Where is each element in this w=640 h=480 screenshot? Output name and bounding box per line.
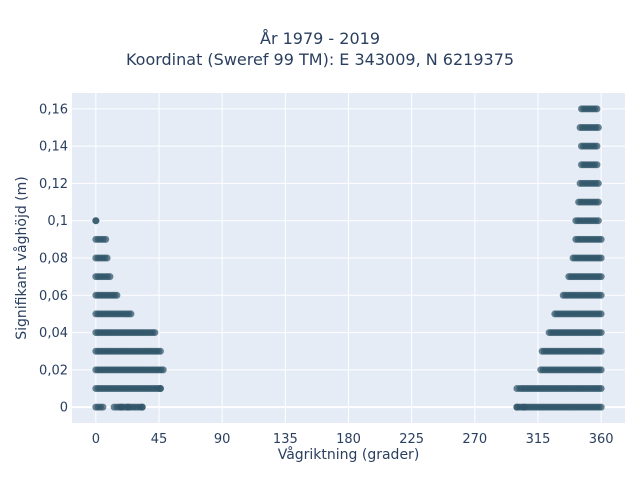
chart-title-line-2: Koordinat (Sweref 99 TM): E 343009, N 62… [125, 50, 515, 69]
y-tick-label: 0,16 [39, 102, 68, 117]
data-point [597, 329, 605, 337]
data-point [156, 347, 164, 355]
data-point [156, 385, 164, 393]
y-tick-label: 0,1 [47, 214, 68, 229]
data-point [597, 347, 605, 355]
x-tick-label: 45 [151, 432, 168, 447]
x-tick-label: 135 [273, 432, 298, 447]
data-point [597, 291, 605, 299]
data-point [597, 273, 605, 281]
data-point [597, 385, 605, 393]
x-tick-label: 315 [526, 432, 551, 447]
data-point [594, 198, 602, 206]
data-point [92, 217, 100, 225]
data-point [138, 403, 146, 411]
data-point [113, 291, 121, 299]
y-axis-ticks: 0 0,02 0,04 0,06 0,08 0,1 0,12 0,14 0,16 [39, 102, 68, 415]
y-tick-label: 0,14 [39, 140, 68, 155]
data-point [127, 310, 135, 318]
data-point [597, 254, 605, 262]
data-point [159, 366, 167, 374]
x-tick-label: 0 [92, 432, 100, 447]
data-point [151, 329, 159, 337]
data-point [597, 310, 605, 318]
y-tick-label: 0,12 [39, 177, 68, 192]
y-tick-label: 0,08 [39, 252, 68, 267]
data-point [106, 273, 114, 281]
data-point [594, 217, 602, 225]
data-point [117, 403, 125, 411]
x-axis-ticks: 0 45 90 135 180 225 270 315 360 [92, 432, 614, 447]
data-point [513, 385, 521, 393]
x-tick-label: 90 [214, 432, 231, 447]
x-tick-label: 180 [336, 432, 361, 447]
y-tick-label: 0 [60, 401, 68, 416]
chart-title-line-1: År 1979 - 2019 [260, 29, 380, 48]
data-point [593, 105, 601, 113]
y-tick-label: 0,04 [39, 326, 68, 341]
data-point [593, 142, 601, 150]
data-point [597, 235, 605, 243]
data-point [594, 123, 602, 131]
data-point [103, 254, 111, 262]
x-tick-label: 360 [589, 432, 614, 447]
data-point [594, 179, 602, 187]
data-point [593, 161, 601, 169]
x-tick-label: 225 [399, 432, 424, 447]
data-point [102, 235, 110, 243]
y-tick-label: 0,02 [39, 363, 68, 378]
data-point [513, 403, 521, 411]
data-point [99, 403, 107, 411]
data-point [520, 403, 528, 411]
y-axis-label: Signifikant våghöjd (m) [14, 176, 30, 340]
data-point [597, 366, 605, 374]
data-point [110, 403, 118, 411]
data-point [597, 403, 605, 411]
data-points [92, 105, 605, 411]
x-axis-label: Vågriktning (grader) [277, 447, 420, 463]
data-point [124, 403, 132, 411]
y-tick-label: 0,06 [39, 289, 68, 304]
x-tick-label: 270 [462, 432, 487, 447]
